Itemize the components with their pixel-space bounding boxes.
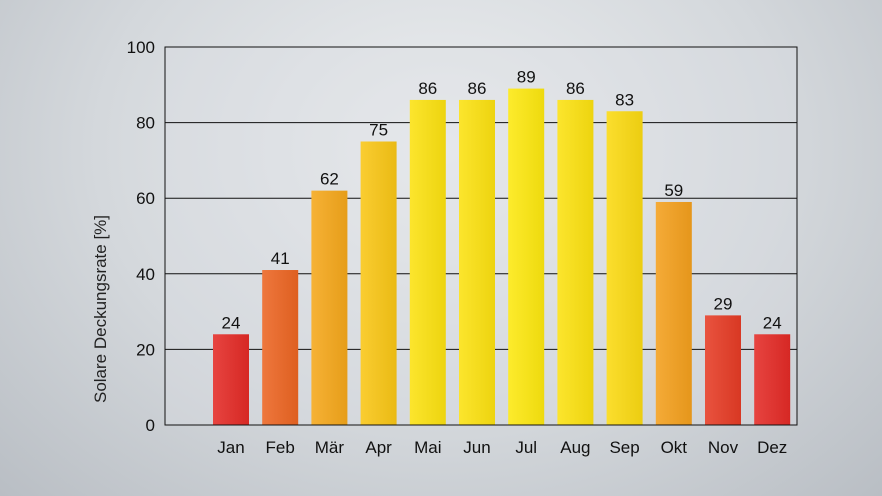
x-tick-label-Jun: Jun [463, 438, 490, 457]
y-tick-label-20: 20 [136, 340, 155, 359]
y-tick-label-80: 80 [136, 114, 155, 133]
x-tick-label-Mär: Mär [315, 438, 345, 457]
x-tick-label-Feb: Feb [266, 438, 295, 457]
bar-Jun [459, 99, 495, 426]
bar-Mai [409, 99, 446, 426]
bar-Mär [311, 190, 348, 425]
value-label-Feb: 41 [271, 249, 290, 268]
x-tick-label-Sep: Sep [609, 438, 639, 457]
value-label-Dez: 24 [763, 313, 782, 332]
value-label-Jul: 89 [517, 68, 536, 87]
x-tick-label-Nov: Nov [708, 438, 739, 457]
bar-Jan [213, 334, 249, 425]
y-tick-label-100: 100 [127, 38, 155, 57]
value-label-Mär: 62 [320, 170, 339, 189]
bar-Sep [606, 111, 643, 425]
value-label-Okt: 59 [664, 181, 683, 200]
value-label-Jun: 86 [468, 79, 487, 98]
y-tick-label-60: 60 [136, 189, 155, 208]
x-tick-label-Apr: Apr [365, 438, 392, 457]
bar-Aug [557, 99, 594, 426]
plot-frame [164, 46, 798, 426]
y-axis-label: Solare Deckungsrate [%] [91, 215, 110, 403]
y-axis-ticks: 0 20 40 60 80 100 [127, 38, 155, 435]
bar-Dez [754, 334, 791, 425]
x-tick-label-Mai: Mai [414, 438, 441, 457]
bar-Jul [508, 88, 545, 425]
x-tick-label-Jul: Jul [515, 438, 537, 457]
x-tick-label-Jan: Jan [217, 438, 244, 457]
y-tick-label-0: 0 [146, 416, 155, 435]
value-label-Mai: 86 [418, 79, 437, 98]
value-label-Apr: 75 [369, 121, 388, 140]
value-label-Aug: 86 [566, 79, 585, 98]
y-tick-label-40: 40 [136, 265, 155, 284]
bar-Apr [360, 141, 397, 425]
x-tick-label-Dez: Dez [757, 438, 787, 457]
x-tick-label-Okt: Okt [661, 438, 688, 457]
bar-Feb [262, 270, 299, 425]
value-label-Jan: 24 [222, 313, 241, 332]
bar-Nov [705, 315, 741, 425]
bar-Okt [655, 201, 692, 425]
x-axis-ticks: Jan Feb Mär Apr Mai Jun Jul Aug Sep Okt Nov Dez [217, 438, 787, 457]
value-label-Sep: 83 [615, 90, 634, 109]
x-tick-label-Aug: Aug [560, 438, 590, 457]
value-label-Nov: 29 [714, 294, 733, 313]
value-labels: 24 41 62 75 86 86 89 86 83 59 29 24 [222, 68, 782, 333]
bars [213, 88, 791, 426]
